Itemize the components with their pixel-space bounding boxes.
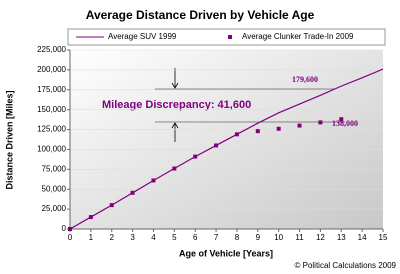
x-tick-label: 6	[193, 233, 198, 242]
y-tick-label: 125,000	[37, 125, 66, 134]
y-tick-label: 200,000	[37, 65, 66, 74]
y-axis-title: Distance Driven [Miles]	[4, 90, 14, 189]
x-tick-label: 11	[295, 233, 304, 242]
x-tick-label: 13	[337, 233, 346, 242]
point	[234, 132, 239, 137]
y-tick-label: 75,000	[42, 164, 67, 173]
legend-label: Average Clunker Trade-In 2009	[242, 32, 354, 41]
point	[339, 117, 344, 122]
x-tick-label: 15	[379, 233, 388, 242]
x-tick-label: 2	[110, 233, 115, 242]
copyright: © Political Calculations 2009	[294, 261, 396, 270]
point	[151, 178, 156, 183]
x-tick-label: 3	[130, 233, 135, 242]
legend	[67, 28, 386, 46]
chart-title: Average Distance Driven by Vehicle Age	[86, 8, 315, 22]
x-axis-title: Age of Vehicle [Years]	[179, 248, 273, 258]
y-tick-label: 150,000	[37, 105, 66, 114]
point	[214, 143, 219, 148]
y-tick-label: 225,000	[37, 45, 66, 54]
legend-marker	[228, 35, 232, 39]
y-tick-label: 175,000	[37, 85, 66, 94]
x-tick-label: 1	[89, 233, 94, 242]
x-tick-label: 9	[256, 233, 261, 242]
x-tick-label: 0	[68, 233, 73, 242]
point	[109, 203, 114, 208]
y-tick-label: 25,000	[42, 204, 67, 213]
point	[297, 123, 302, 128]
point	[193, 154, 198, 159]
x-tick-label: 12	[316, 233, 325, 242]
x-tick-label: 14	[358, 233, 367, 242]
line	[69, 68, 384, 230]
arrow	[171, 68, 179, 89]
x-tick-label: 4	[151, 233, 156, 242]
point	[68, 227, 72, 231]
annotation: Mileage Discrepancy: 41,600	[102, 99, 251, 111]
y-tick-label: 50,000	[42, 184, 67, 193]
point	[130, 190, 135, 195]
point	[255, 129, 260, 134]
x-tick-label: 7	[214, 233, 219, 242]
y-tick-label: 0	[62, 224, 67, 233]
legend-label: Average SUV 1999	[108, 32, 177, 41]
point	[318, 120, 323, 125]
x-tick-label: 8	[235, 233, 240, 242]
annotation: 138,000	[332, 119, 358, 128]
y-tick-label: 100,000	[37, 145, 66, 154]
point	[88, 215, 93, 220]
point	[276, 126, 281, 131]
point	[172, 166, 177, 171]
x-tick-label: 10	[274, 233, 283, 242]
annotation: 179,600	[292, 75, 318, 84]
arrow	[171, 122, 179, 142]
x-tick-label: 5	[172, 233, 177, 242]
